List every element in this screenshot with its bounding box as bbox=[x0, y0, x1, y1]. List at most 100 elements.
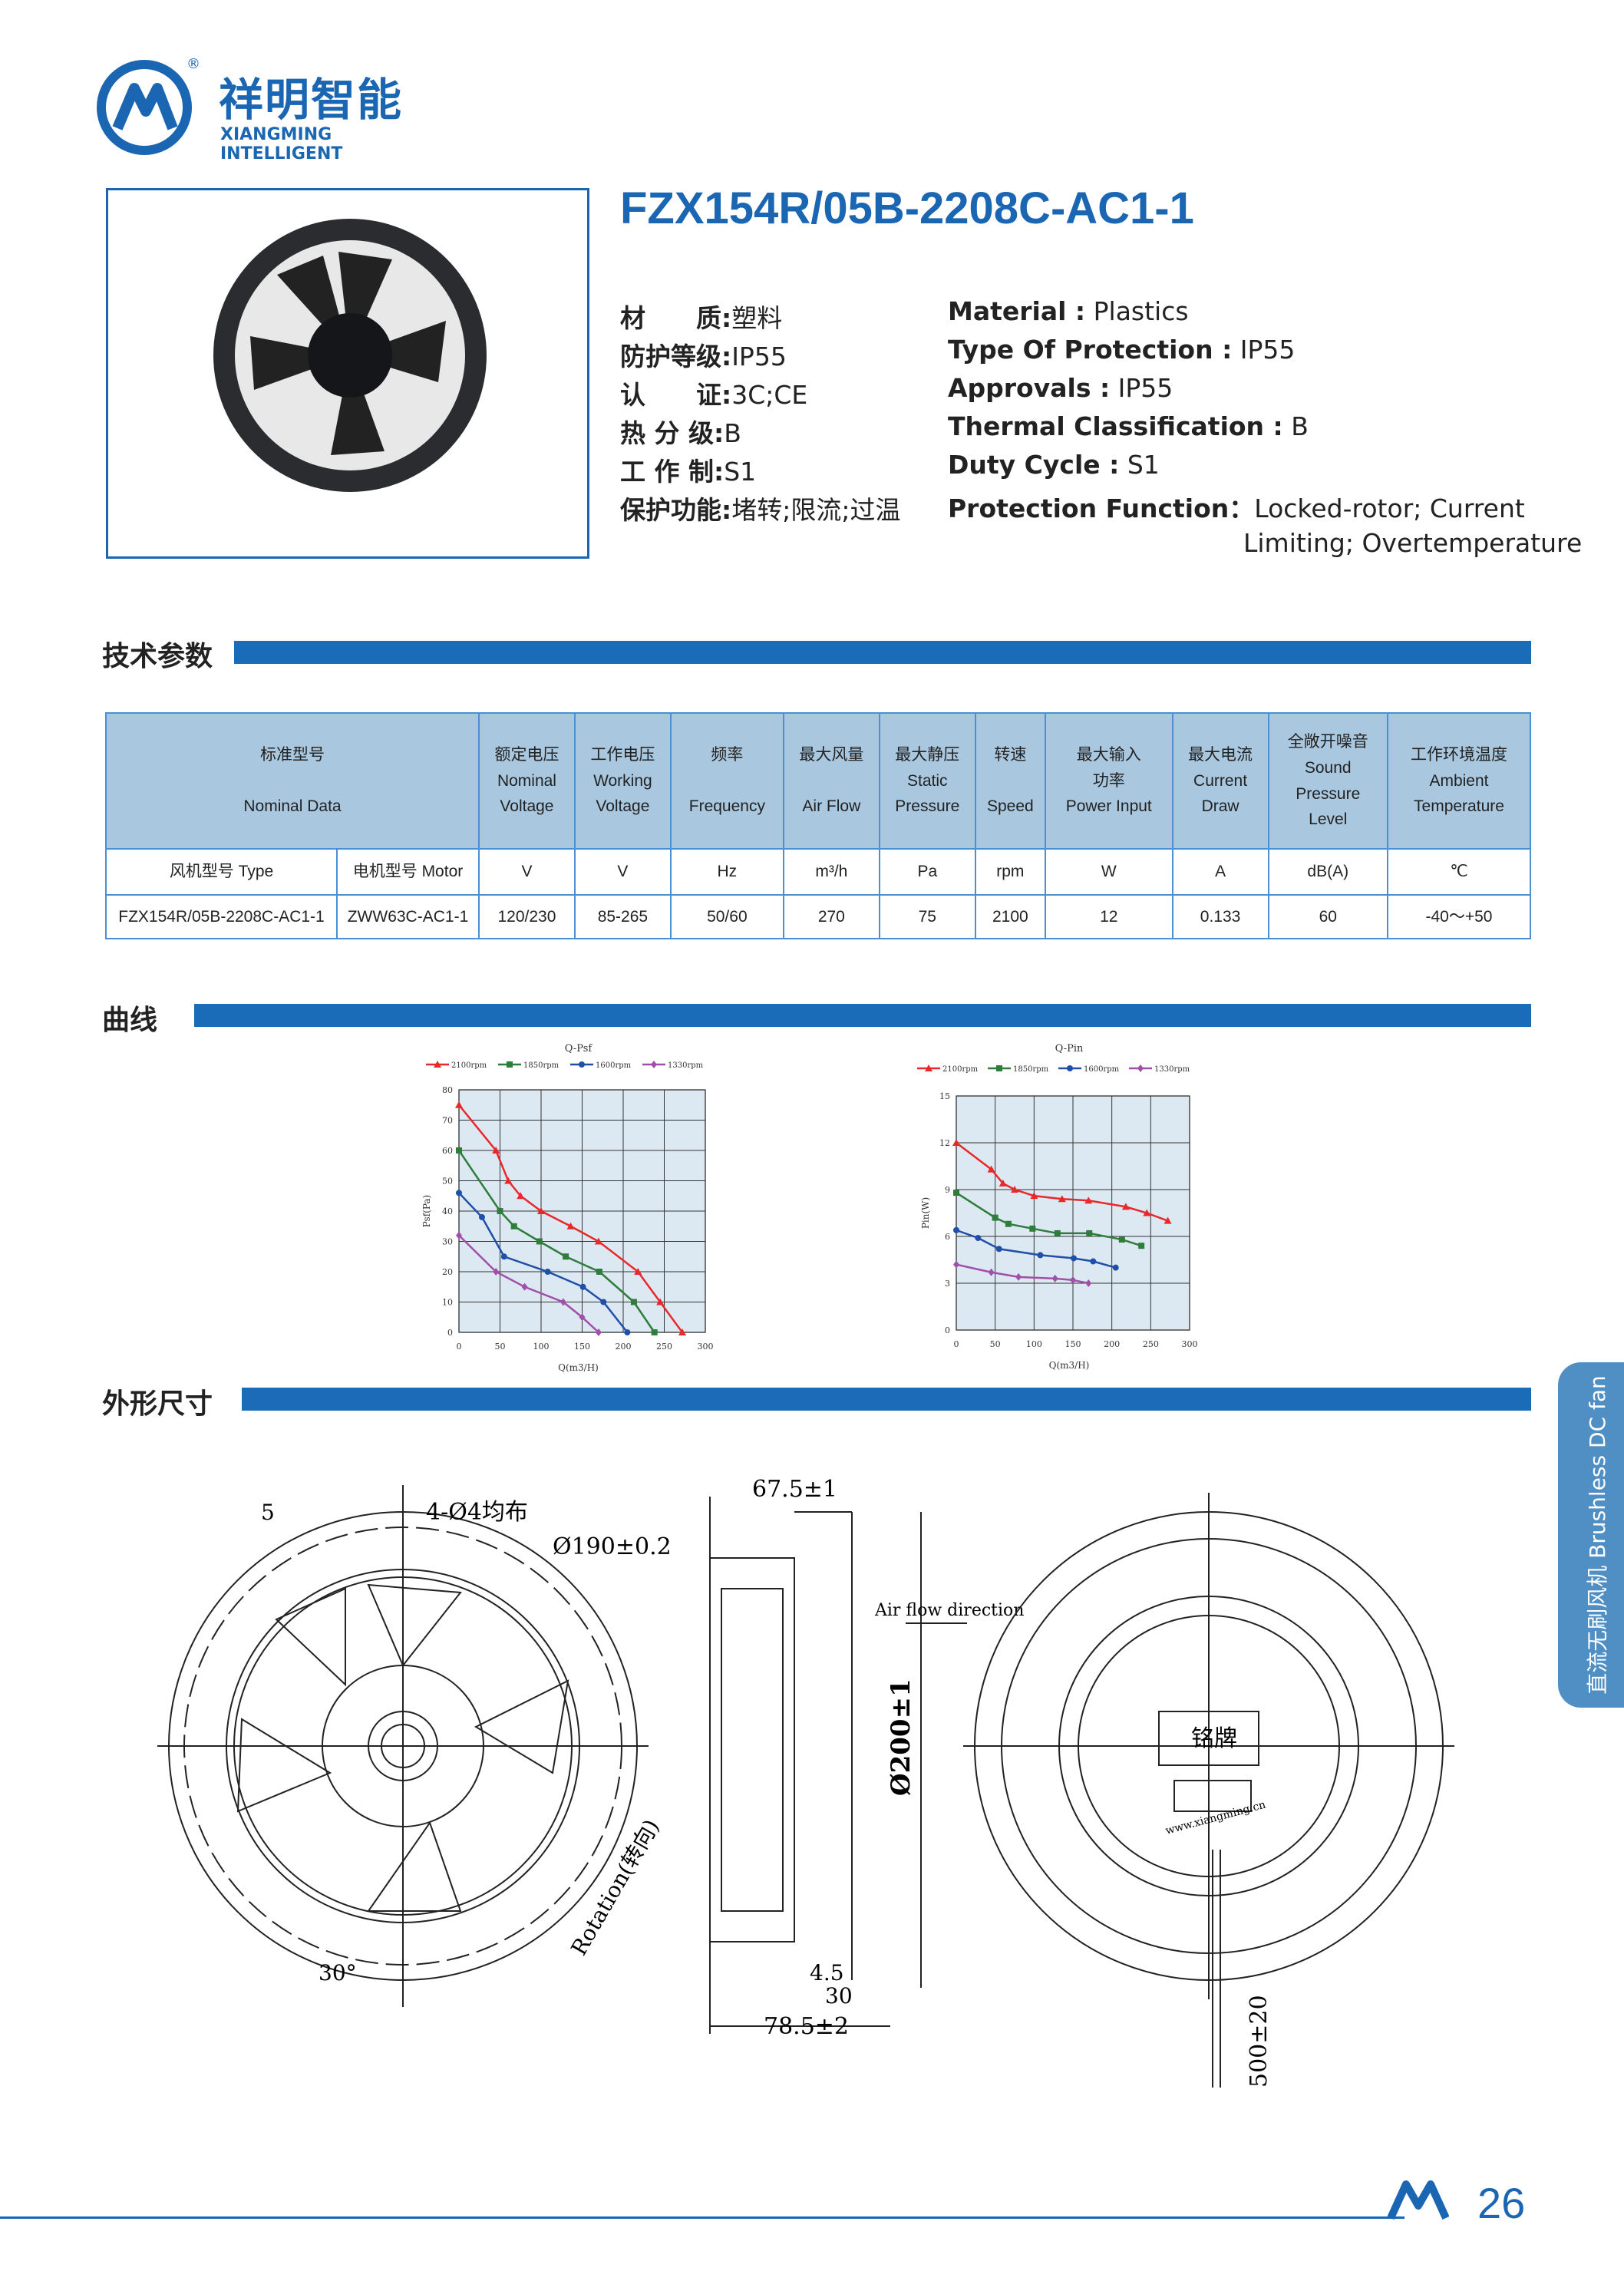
cell-value: 0.133 bbox=[1171, 894, 1269, 939]
marker-diamond bbox=[953, 1260, 959, 1269]
x-tick-label: 100 bbox=[1026, 1339, 1042, 1349]
dimension-drawing: 4-Ø4均布 Ø190±0.2 5 30° Rotation(转向) 67.5±… bbox=[157, 1476, 1454, 2088]
marker-diamond bbox=[559, 1298, 566, 1306]
y-axis-label: Psf(Pa) bbox=[421, 1195, 432, 1227]
header-cell: 最大风量 Air Flow bbox=[782, 712, 880, 850]
marker-square bbox=[992, 1214, 998, 1221]
marker-triangle bbox=[537, 1207, 545, 1214]
series-line bbox=[458, 1104, 684, 1333]
page-number: 26 bbox=[1477, 2179, 1526, 2227]
spec-table: 标准型号 Nominal Data 额定电压 Nominal Voltage 工作电压… bbox=[105, 712, 1532, 939]
marker-triangle bbox=[634, 1268, 642, 1275]
marker-triangle bbox=[1121, 1203, 1130, 1210]
marker-square bbox=[1029, 1225, 1036, 1232]
fan-image bbox=[213, 219, 487, 492]
dim-five: 5 bbox=[261, 1500, 275, 1525]
series-1330rpm bbox=[953, 1260, 1092, 1287]
marker-diamond bbox=[493, 1268, 500, 1276]
marker-triangle bbox=[678, 1329, 687, 1335]
x-tick-label: 250 bbox=[656, 1342, 672, 1352]
cell-value: 60 bbox=[1267, 894, 1388, 939]
marker-circle bbox=[1071, 1255, 1078, 1262]
unit-cell: V bbox=[478, 848, 576, 896]
marker-diamond bbox=[988, 1268, 995, 1276]
unit-cell: W bbox=[1044, 848, 1173, 896]
marker-circle bbox=[579, 1061, 585, 1068]
spec-cn-material: 材 质:塑料 bbox=[620, 303, 783, 333]
marker-diamond bbox=[1070, 1276, 1076, 1284]
marker-circle bbox=[1067, 1065, 1073, 1071]
cell-value: 270 bbox=[782, 894, 880, 939]
unit-cell: m³/h bbox=[782, 848, 880, 896]
series-2100rpm bbox=[952, 1139, 1172, 1224]
series-1330rpm bbox=[456, 1231, 602, 1336]
spec-cn-approvals: 认 证:3C;CE bbox=[620, 380, 808, 410]
marker-diamond bbox=[579, 1313, 586, 1322]
marker-diamond bbox=[1015, 1272, 1022, 1281]
cell-value: 75 bbox=[878, 894, 976, 939]
y-tick-label: 6 bbox=[945, 1232, 950, 1242]
series-2100rpm bbox=[455, 1101, 687, 1335]
brand-name-cn: 祥明智能 bbox=[219, 74, 404, 126]
unit-motor: 电机型号 Motor bbox=[336, 848, 480, 896]
y-tick-label: 9 bbox=[945, 1185, 950, 1195]
x-tick-label: 50 bbox=[990, 1339, 1001, 1349]
x-tick-label: 300 bbox=[698, 1342, 714, 1352]
marker-triangle bbox=[455, 1101, 463, 1108]
x-tick-label: 200 bbox=[616, 1342, 632, 1352]
marker-square bbox=[536, 1238, 543, 1245]
legend-label: 1850rpm bbox=[1013, 1065, 1049, 1074]
marker-circle bbox=[624, 1329, 631, 1335]
y-tick-label: 30 bbox=[442, 1237, 453, 1247]
x-axis-label: Q(m3/H) bbox=[558, 1362, 599, 1373]
section-bar bbox=[234, 641, 1531, 664]
series-line bbox=[956, 1142, 1169, 1222]
table-units-row: 风机型号 Type 电机型号 Motor V V Hz m³/h Pa rpm … bbox=[105, 848, 1532, 896]
y-tick-label: 10 bbox=[442, 1298, 453, 1308]
dim-depth: 67.5±1 bbox=[752, 1476, 837, 1503]
y-tick-label: 60 bbox=[442, 1146, 453, 1156]
dim-45: 4.5 bbox=[810, 1960, 844, 1985]
spec-en-duty: Duty Cycle : S1 bbox=[948, 450, 1160, 480]
cell-value: -40～+50 bbox=[1386, 894, 1532, 939]
unit-cell: A bbox=[1171, 848, 1269, 896]
series-line bbox=[458, 1234, 599, 1333]
marker-square bbox=[507, 1061, 513, 1068]
marker-triangle bbox=[952, 1139, 960, 1146]
marker-triangle bbox=[492, 1147, 500, 1154]
header-nominal-data: 标准型号 Nominal Data bbox=[105, 712, 480, 850]
marker-triangle bbox=[1030, 1192, 1038, 1200]
x-axis-label: Q(m3/H) bbox=[1049, 1360, 1090, 1371]
legend-label: 1600rpm bbox=[1084, 1065, 1120, 1074]
marker-circle bbox=[544, 1269, 551, 1275]
dim-total: 78.5±2 bbox=[764, 2013, 849, 2040]
chart-title: Q-Psf bbox=[565, 1043, 593, 1055]
marker-square bbox=[1118, 1236, 1125, 1243]
y-tick-label: 70 bbox=[442, 1116, 453, 1126]
marker-triangle bbox=[566, 1222, 575, 1230]
marker-triangle bbox=[1058, 1195, 1066, 1203]
marker-diamond bbox=[1051, 1274, 1058, 1282]
marker-triangle bbox=[656, 1298, 665, 1305]
marker-square bbox=[651, 1329, 658, 1335]
marker-square bbox=[510, 1223, 517, 1230]
spec-cn-function: 保护功能:堵转;限流;过温 bbox=[620, 495, 901, 525]
logo-mark-icon bbox=[97, 60, 192, 155]
marker-square bbox=[563, 1253, 569, 1260]
header-cell: 全敞开噪音 Sound Pressure Level bbox=[1267, 712, 1388, 850]
legend-item: 1600rpm bbox=[570, 1061, 632, 1070]
cell-motor: ZWW63C-AC1-1 bbox=[336, 894, 480, 939]
legend-item: 2100rpm bbox=[917, 1064, 979, 1074]
product-photo bbox=[106, 188, 589, 559]
marker-diamond bbox=[521, 1282, 528, 1291]
y-tick-label: 40 bbox=[442, 1206, 453, 1216]
header-cell: 转速 Speed bbox=[974, 712, 1046, 850]
legend-item: 2100rpm bbox=[426, 1061, 487, 1070]
section-title-tech: 技术参数 bbox=[102, 641, 213, 672]
marker-triangle bbox=[998, 1179, 1007, 1187]
marker-square bbox=[1054, 1230, 1061, 1236]
nameplate-url: www.xiangming.cn bbox=[1164, 1799, 1267, 1837]
airflow-label: Air flow direction bbox=[874, 1601, 1024, 1620]
spec-en-protection: Type Of Protection : IP55 bbox=[948, 335, 1296, 365]
front-view bbox=[157, 1485, 649, 2007]
